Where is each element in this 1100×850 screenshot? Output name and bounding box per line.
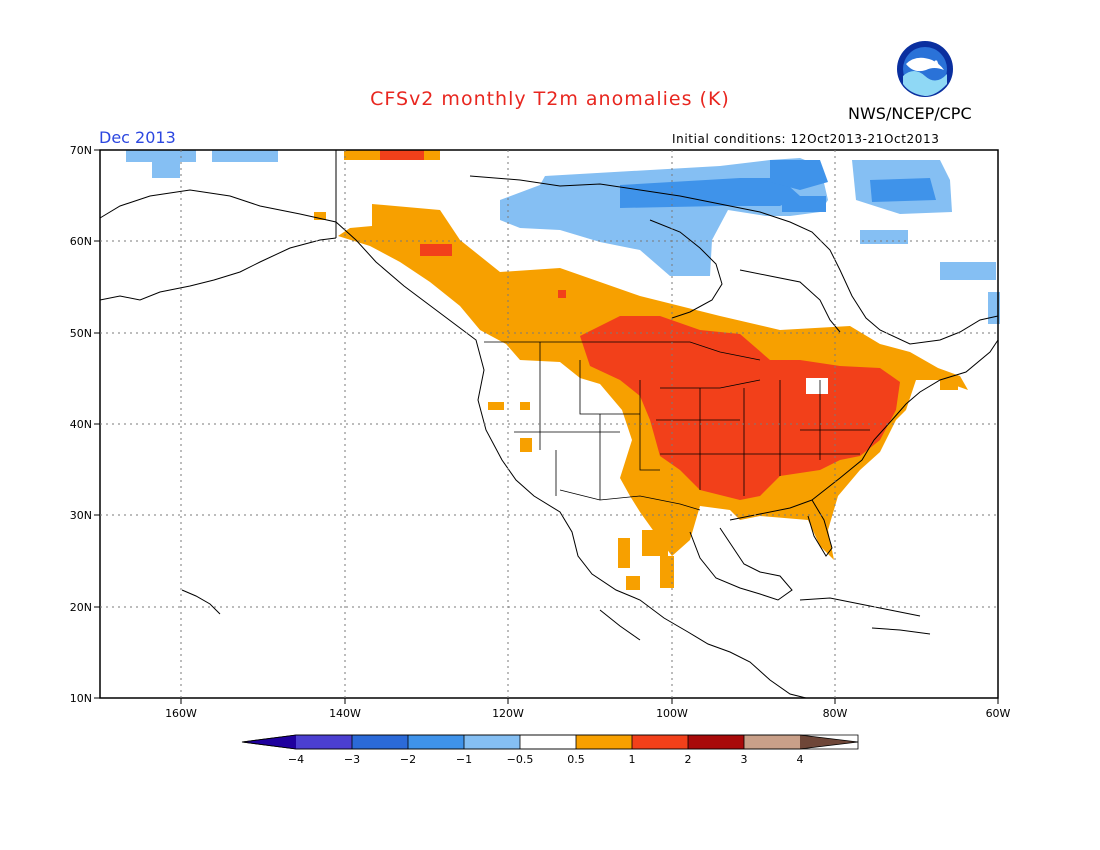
longitude-labels: 160W 140W 120W 100W 80W 60W	[165, 707, 1010, 720]
colorbar-tick-label: 4	[797, 753, 804, 766]
lon-label: 160W	[165, 707, 197, 720]
lat-label: 20N	[70, 601, 92, 614]
organization-label: NWS/NCEP/CPC	[848, 104, 972, 123]
lat-label: 60N	[70, 235, 92, 248]
lon-label: 140W	[329, 707, 361, 720]
colorbar-segment	[632, 735, 688, 749]
valid-month-label: Dec 2013	[99, 128, 176, 147]
colorbar-segment	[744, 735, 800, 749]
colorbar-segment	[800, 735, 858, 749]
axis-ticks	[94, 149, 999, 704]
colorbar-segment	[520, 735, 576, 749]
lat-label: 50N	[70, 327, 92, 340]
political-borders	[484, 341, 870, 511]
colorbar-segment	[352, 735, 408, 749]
colorbar: −4 −3 −2 −1 −0.5 0.5 1 2 3 4	[241, 734, 859, 766]
logo-text: NOAA	[911, 60, 940, 70]
colorbar-segment	[296, 735, 352, 749]
lat-label: 30N	[70, 509, 92, 522]
lon-label: 100W	[656, 707, 688, 720]
colorbar-tick-label: −3	[344, 753, 360, 766]
colorbar-segment	[688, 735, 744, 749]
colorbar-segment	[464, 735, 520, 749]
gridlines	[100, 150, 998, 698]
colorbar-segment	[242, 735, 296, 749]
latitude-labels: 70N 60N 50N 40N 30N 20N 10N	[70, 144, 92, 705]
lon-label: 120W	[492, 707, 524, 720]
lon-label: 80W	[823, 707, 848, 720]
lon-label: 60W	[986, 707, 1011, 720]
colorbar-tick-label: −0.5	[507, 753, 534, 766]
cold-anomaly-regions	[126, 150, 1000, 324]
colorbar-tick-label: 2	[685, 753, 692, 766]
colorbar-tick-label: 1	[629, 753, 636, 766]
colorbar-tick-label: 3	[741, 753, 748, 766]
colorbar-tick-label: −4	[288, 753, 304, 766]
colorbar-tick-label: 0.5	[567, 753, 585, 766]
map-title: CFSv2 monthly T2m anomalies (K)	[370, 88, 730, 110]
colorbar-segment	[576, 735, 632, 749]
lat-label: 70N	[70, 144, 92, 157]
initial-conditions-label: Initial conditions: 12Oct2013-21Oct2013	[672, 132, 940, 146]
colorbar-tick-label: −1	[456, 753, 472, 766]
lat-label: 40N	[70, 418, 92, 431]
lat-label: 10N	[70, 692, 92, 705]
colorbar-segment	[408, 735, 464, 749]
colorbar-tick-label: −2	[400, 753, 416, 766]
noaa-logo-icon: NOAA	[897, 41, 953, 97]
